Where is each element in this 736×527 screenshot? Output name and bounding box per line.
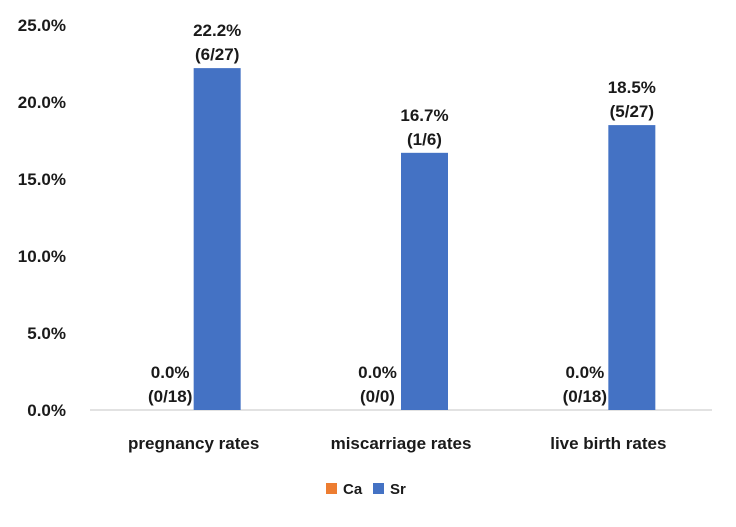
category-label: live birth rates xyxy=(550,434,666,453)
legend-swatch-sr xyxy=(373,483,384,494)
y-tick-label: 25.0% xyxy=(18,16,66,35)
y-tick-label: 0.0% xyxy=(27,401,66,420)
legend-swatch-ca xyxy=(326,483,337,494)
data-label-sr-1: (1/6) xyxy=(407,130,442,149)
y-tick-label: 20.0% xyxy=(18,93,66,112)
data-labels-group: 0.0% (0/18) 22.2% (6/27) 0.0% (0/0) 16.7% (1/6)… xyxy=(148,21,656,406)
y-tick-label: 15.0% xyxy=(18,170,66,189)
data-label-sr-2: (5/27) xyxy=(610,102,654,121)
data-label-ca-2: (0/18) xyxy=(563,387,607,406)
data-label-ca-2: 0.0% xyxy=(565,363,604,382)
legend: Ca Sr xyxy=(326,481,406,498)
data-label-sr-2: 18.5% xyxy=(608,78,656,97)
legend-label-ca: Ca xyxy=(343,481,363,498)
data-label-ca-1: (0/0) xyxy=(360,387,395,406)
category-label: pregnancy rates xyxy=(128,434,259,453)
data-label-ca-1: 0.0% xyxy=(358,363,397,382)
data-label-ca-0: (0/18) xyxy=(148,387,192,406)
data-label-sr-1: 16.7% xyxy=(400,106,448,125)
category-label: miscarriage rates xyxy=(331,434,472,453)
legend-label-sr: Sr xyxy=(390,481,406,498)
category-labels-group: pregnancy rates miscarriage rates live bir… xyxy=(128,434,666,453)
y-axis-ticks: 0.0% 5.0% 10.0% 15.0% 20.0% 25.0% xyxy=(18,16,66,420)
bar-sr-0 xyxy=(193,68,241,411)
data-label-sr-0: (6/27) xyxy=(195,45,239,64)
bars-group xyxy=(193,68,656,411)
bar-sr-1 xyxy=(401,152,448,410)
y-tick-label: 5.0% xyxy=(27,324,66,343)
y-tick-label: 10.0% xyxy=(18,247,66,266)
data-label-sr-0: 22.2% xyxy=(193,21,241,40)
data-label-ca-0: 0.0% xyxy=(151,363,190,382)
bar-sr-2 xyxy=(608,125,656,410)
